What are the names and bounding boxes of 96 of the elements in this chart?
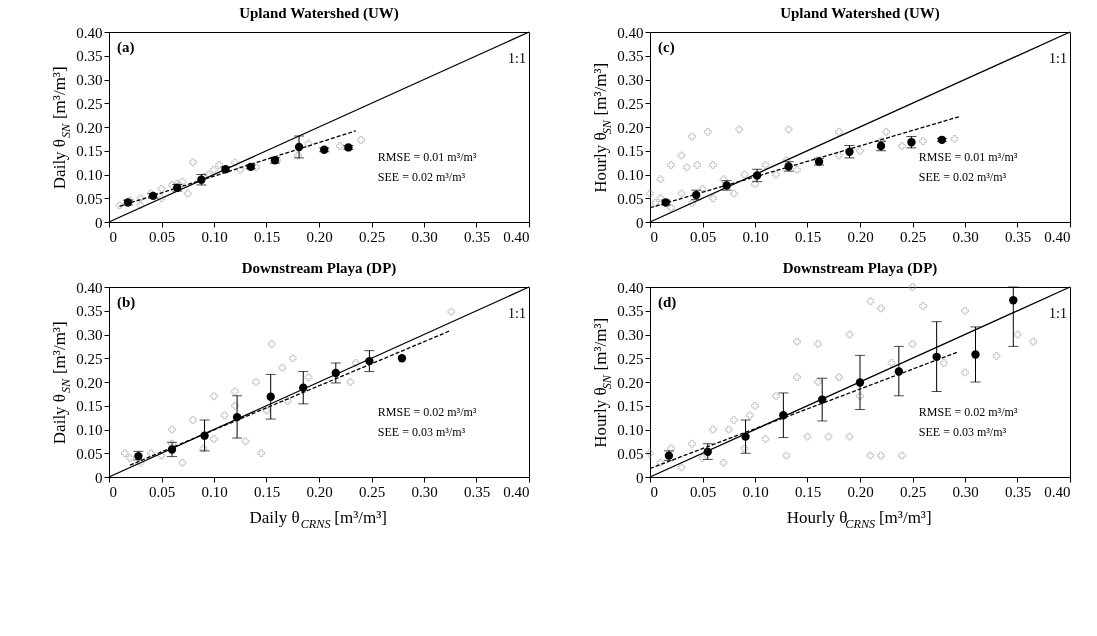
annotation: 1:1 <box>1049 51 1067 66</box>
y-tick-label: 0.20 <box>76 119 103 136</box>
x-tick-label: 0.05 <box>148 483 176 500</box>
x-tick-label: 0.05 <box>148 228 176 245</box>
x-tick-label: 0.10 <box>201 483 228 500</box>
x-tick-label: 0.15 <box>794 228 822 245</box>
annotation: (d) <box>658 294 677 311</box>
x-tick-label: 0.30 <box>952 228 979 245</box>
x-tick-label: 0.10 <box>201 228 228 245</box>
annotation: SEE = 0.03 m³/m³ <box>918 425 1007 440</box>
x-tick-label: 0.20 <box>847 483 874 500</box>
annotation: SEE = 0.02 m³/m³ <box>377 170 466 185</box>
annotation: RMSE = 0.01 m³/m³ <box>918 150 1018 165</box>
x-tick-label: 0.40 <box>1044 228 1071 245</box>
y-tick-label: 0.20 <box>617 374 644 391</box>
annotation: RMSE = 0.02 m³/m³ <box>377 405 477 420</box>
y-tick-label: 0.10 <box>76 167 103 183</box>
y-tick-label: 0.40 <box>76 24 103 41</box>
y-tick-label: 0 <box>636 214 644 231</box>
y-tick-label: 0.20 <box>76 374 103 391</box>
x-tick-label: 0.05 <box>689 228 717 245</box>
x-tick-label: 0.25 <box>899 483 927 500</box>
y-tick-label: 0 <box>636 469 644 486</box>
x-tick-label: 0.05 <box>689 483 717 500</box>
y-tick-label: 0.10 <box>617 167 644 183</box>
x-tick-label: 0.15 <box>794 483 822 500</box>
y-axis-title: Daily θSN [m³/m³] <box>50 321 73 445</box>
chart-title: Upland Watershed (UW) <box>239 5 399 22</box>
y-tick-label: 0.05 <box>617 445 644 462</box>
y-tick-label: 0.30 <box>617 72 644 88</box>
y-tick-label: 0.35 <box>617 48 644 65</box>
y-tick-label: 0.30 <box>76 327 103 343</box>
y-tick-label: 0.35 <box>617 303 644 320</box>
y-tick-label: 0.15 <box>617 143 644 160</box>
x-tick-label: 0.40 <box>1044 483 1071 500</box>
y-tick-label: 0.40 <box>617 24 644 41</box>
x-tick-label: 0.35 <box>463 228 491 245</box>
y-axis-title: Hourly θSN [m³/m³] <box>591 62 614 193</box>
x-tick-label: 0.35 <box>463 483 491 500</box>
y-tick-label: 0.05 <box>76 445 103 462</box>
y-tick-label: 0.15 <box>617 398 644 415</box>
x-tick-label: 0 <box>109 483 117 500</box>
y-tick-label: 0.25 <box>617 350 644 367</box>
annotation: 1:1 <box>508 306 526 321</box>
annotation: RMSE = 0.01 m³/m³ <box>377 150 477 165</box>
x-tick-label: 0.25 <box>358 483 386 500</box>
chart-title: Downstream Playa (DP) <box>241 260 397 277</box>
x-tick-label: 0.10 <box>742 483 769 500</box>
y-tick-label: 0.15 <box>76 398 103 415</box>
x-tick-label: 0.20 <box>306 483 333 500</box>
x-tick-label: 0.10 <box>742 228 769 245</box>
x-tick-label: 0.30 <box>411 483 438 500</box>
x-tick-label: 0.40 <box>503 228 530 245</box>
y-tick-label: 0.25 <box>76 95 103 112</box>
y-tick-label: 0.25 <box>76 350 103 367</box>
y-tick-label: 0 <box>95 214 103 231</box>
x-tick-label: 0 <box>109 228 117 245</box>
y-tick-label: 0.20 <box>617 119 644 136</box>
x-tick-label: 0.35 <box>1004 483 1032 500</box>
x-tick-label: 0.25 <box>358 228 386 245</box>
y-tick-label: 0.10 <box>617 422 644 438</box>
x-tick-label: 0.35 <box>1004 228 1032 245</box>
x-tick-label: 0.30 <box>952 483 979 500</box>
x-tick-label: 0.15 <box>253 228 281 245</box>
x-tick-label: 0.15 <box>253 483 281 500</box>
y-axis-title: Hourly θSN [m³/m³] <box>591 317 614 448</box>
annotation: 1:1 <box>1049 306 1067 321</box>
y-tick-label: 0.40 <box>76 279 103 296</box>
y-tick-label: 0.35 <box>76 48 103 65</box>
chart-title: Downstream Playa (DP) <box>782 260 938 277</box>
y-tick-label: 0.15 <box>76 143 103 160</box>
x-tick-label: 0 <box>650 483 658 500</box>
x-tick-label: 0.20 <box>847 228 874 245</box>
x-tick-label: 0.30 <box>411 228 438 245</box>
y-tick-label: 0.40 <box>617 279 644 296</box>
y-tick-label: 0.35 <box>76 303 103 320</box>
y-tick-label: 0.10 <box>76 422 103 438</box>
annotation: (c) <box>658 39 675 56</box>
annotation: RMSE = 0.02 m³/m³ <box>918 405 1018 420</box>
y-tick-label: 0.05 <box>76 190 103 207</box>
y-tick-label: 0.25 <box>617 95 644 112</box>
annotation: 1:1 <box>508 51 526 66</box>
y-tick-label: 0.30 <box>76 72 103 88</box>
y-tick-label: 0 <box>95 469 103 486</box>
y-tick-label: 0.05 <box>617 190 644 207</box>
chart-title: Upland Watershed (UW) <box>780 5 940 22</box>
x-tick-label: 0.20 <box>306 228 333 245</box>
annotation: (a) <box>117 39 135 56</box>
y-tick-label: 0.30 <box>617 327 644 343</box>
annotation: SEE = 0.02 m³/m³ <box>918 170 1007 185</box>
y-axis-title: Daily θSN [m³/m³] <box>50 66 73 190</box>
annotation: SEE = 0.03 m³/m³ <box>377 425 466 440</box>
x-tick-label: 0 <box>650 228 658 245</box>
x-tick-label: 0.25 <box>899 228 927 245</box>
x-tick-label: 0.40 <box>503 483 530 500</box>
annotation: (b) <box>117 294 136 311</box>
